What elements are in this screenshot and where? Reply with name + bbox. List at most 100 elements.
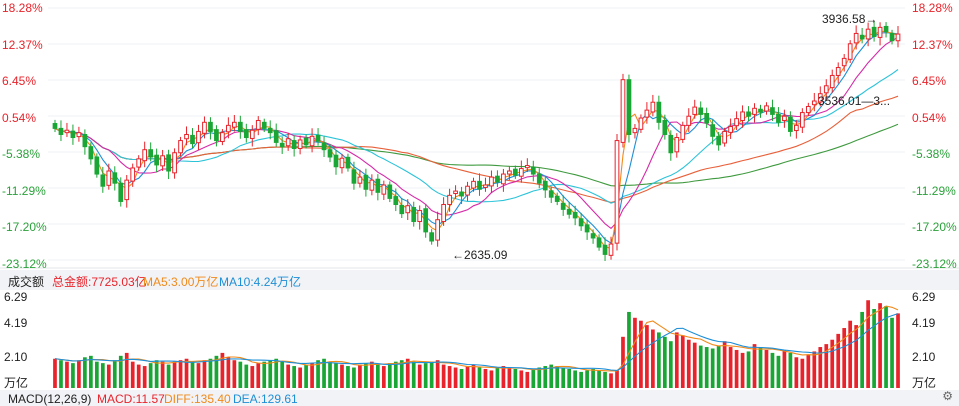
volume-bar [453,367,458,388]
volume-bar [668,341,673,388]
candle-body [483,184,488,188]
volume-bar [160,361,165,388]
candle-body [507,170,512,175]
diff-value-label: DIFF:135.40 [164,392,231,406]
volume-bar [495,367,500,388]
candle-body [501,173,506,185]
volume-bar [118,355,123,388]
volume-bar [531,368,536,388]
candle-body [106,170,112,186]
volume-bar [890,317,894,388]
candle-body [64,129,70,134]
candle-body [662,119,668,135]
gear-icon[interactable]: ⚙ [942,389,953,403]
candle-body [716,135,721,146]
candle-body [369,179,375,191]
percent-label-right-5: -11.29% [912,183,956,198]
candle-body [644,109,650,118]
candle-body [154,154,159,166]
candle-body [184,133,189,140]
candle-body [620,79,626,143]
volume-bar [106,364,111,388]
volume-bar [358,364,362,388]
volume-axis-mid-left: 4.19 [4,316,28,330]
macd-value-label: MACD:11.57 [97,392,165,406]
volume-bar [214,355,219,388]
volume-bar [292,366,296,388]
volume-ma-lines [54,305,899,372]
volume-bar [513,368,518,388]
candle-body [303,137,309,146]
volume-bar [340,364,344,388]
volume-bar [471,364,476,388]
volume-bar [196,363,201,388]
volume-bar [405,358,410,388]
volume-bar [698,345,703,388]
volume-bar [489,370,494,388]
candle-body [513,168,518,176]
candle-body [429,232,435,242]
candle-body [315,134,321,142]
candle-body [423,208,429,233]
volume-bar [220,352,225,388]
volume-bar [674,332,679,388]
candle-body [596,237,602,248]
candle-body [243,129,249,139]
candle-body [52,123,58,129]
candle-body [680,124,686,140]
candle-body [190,134,195,145]
volume-panel-title[interactable]: 成交额 [8,275,45,289]
volume-bar [680,335,685,388]
volume-bars [53,300,900,388]
ma10-line [54,32,899,244]
candle-body [602,244,608,255]
candle-body [453,190,458,195]
volume-total-label: 总金额:7725.03亿 [52,275,147,289]
candle-body [518,168,524,177]
volume-bar [208,358,213,388]
candle-body [495,175,500,183]
volume-bar [483,368,488,388]
volume-bar [591,368,595,388]
candle-body [536,173,542,184]
volume-axis-top-left: 6.29 [4,290,28,304]
volume-bar [184,358,189,388]
volume-axis-unit-left: 万亿 [4,376,29,390]
volume-bar [525,371,530,388]
volume-bar [89,355,93,388]
ma60-line [54,95,899,203]
macd-panel-title[interactable]: MACD(12,26,9) [8,392,92,406]
candle-body [94,156,100,175]
candle-body [202,121,207,134]
candle-body [752,107,757,115]
volume-bar [728,347,733,388]
candle-body [710,124,716,137]
candle-body [261,121,267,129]
volume-bar [346,366,350,388]
candle-body [811,100,817,106]
candle-body [357,176,363,184]
candle-body [447,194,452,205]
volume-bar [597,370,601,388]
percent-label-left-6: -17.20% [2,220,47,234]
candle-body [333,154,339,168]
candle-body [758,108,763,113]
volume-bar [429,361,434,388]
volume-bar [824,344,829,388]
candle-body [740,111,745,121]
volume-bar [848,320,853,388]
volume-bar [256,363,261,388]
percent-label-right-7: -23.12% [912,256,957,271]
candle-body [309,135,315,147]
candle-body [70,130,76,139]
candle-body [321,142,327,151]
candle-body [632,127,638,134]
candle-body [746,111,751,117]
volume-bar [328,361,332,388]
volume-axis-top-right: 6.29 [912,290,936,304]
candle-body [124,179,130,201]
candle-body [471,180,476,189]
volume-bar [579,371,583,388]
candle-body [249,129,255,139]
